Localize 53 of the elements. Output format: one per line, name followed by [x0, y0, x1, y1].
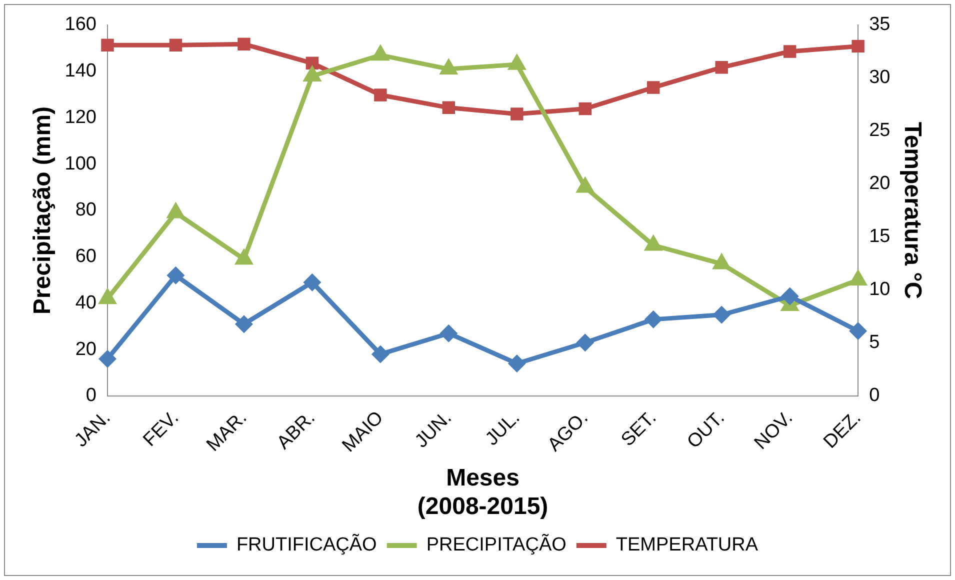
y-tick-label: 140: [64, 60, 96, 82]
x-tick-label: JUL.: [482, 407, 524, 450]
x-axis-title: Meses (2008-2015): [417, 464, 548, 520]
point: [712, 306, 731, 324]
y2-tick-label: 10: [869, 279, 890, 300]
point: [644, 310, 662, 328]
y2-tick-label: 20: [869, 173, 890, 194]
y-tick-label: 100: [64, 153, 96, 174]
y2-tick-label: 15: [869, 226, 890, 248]
y-tick-label: 60: [75, 246, 96, 268]
point: [507, 53, 526, 70]
y2-tick-label: 30: [869, 67, 890, 88]
point: [849, 322, 868, 340]
y-tick-label: 40: [75, 292, 96, 314]
point: [578, 102, 592, 116]
point: [98, 350, 116, 368]
point: [715, 61, 728, 74]
point: [302, 65, 322, 82]
legend-label: PRECIPITAÇÃO: [426, 534, 566, 556]
y-tick-label: 20: [75, 338, 96, 360]
point: [780, 287, 799, 306]
point: [303, 273, 322, 292]
point: [238, 38, 250, 50]
point: [371, 345, 390, 364]
y2-tick-label: 35: [869, 14, 890, 36]
point: [576, 334, 594, 352]
point: [101, 38, 114, 52]
y2-axis-title: Temperatura °C: [898, 122, 926, 300]
y2-tick-label: 5: [869, 332, 880, 354]
legend-label: FRUTIFICAÇÃO: [236, 534, 377, 556]
y-tick-label: 80: [75, 200, 96, 221]
y-axis-title: Precipitação (mm): [29, 106, 56, 315]
legend-label: TEMPERATURA: [616, 534, 758, 556]
point: [647, 81, 660, 94]
point: [440, 324, 458, 342]
point: [166, 266, 185, 284]
point: [783, 45, 796, 58]
point: [374, 88, 387, 102]
point: [442, 101, 456, 114]
point: [576, 176, 595, 193]
point: [508, 354, 526, 372]
y2-tick-label: 25: [869, 120, 890, 142]
point: [169, 38, 182, 52]
y-tick-label: 120: [64, 106, 96, 128]
point: [234, 315, 253, 334]
point: [166, 202, 186, 218]
point: [370, 44, 390, 61]
y-tick-label: 0: [86, 385, 96, 406]
point: [510, 108, 524, 120]
y-tick-label: 160: [64, 14, 96, 36]
point: [852, 40, 864, 53]
y2-tick-label: 0: [869, 385, 880, 406]
point: [439, 58, 458, 75]
